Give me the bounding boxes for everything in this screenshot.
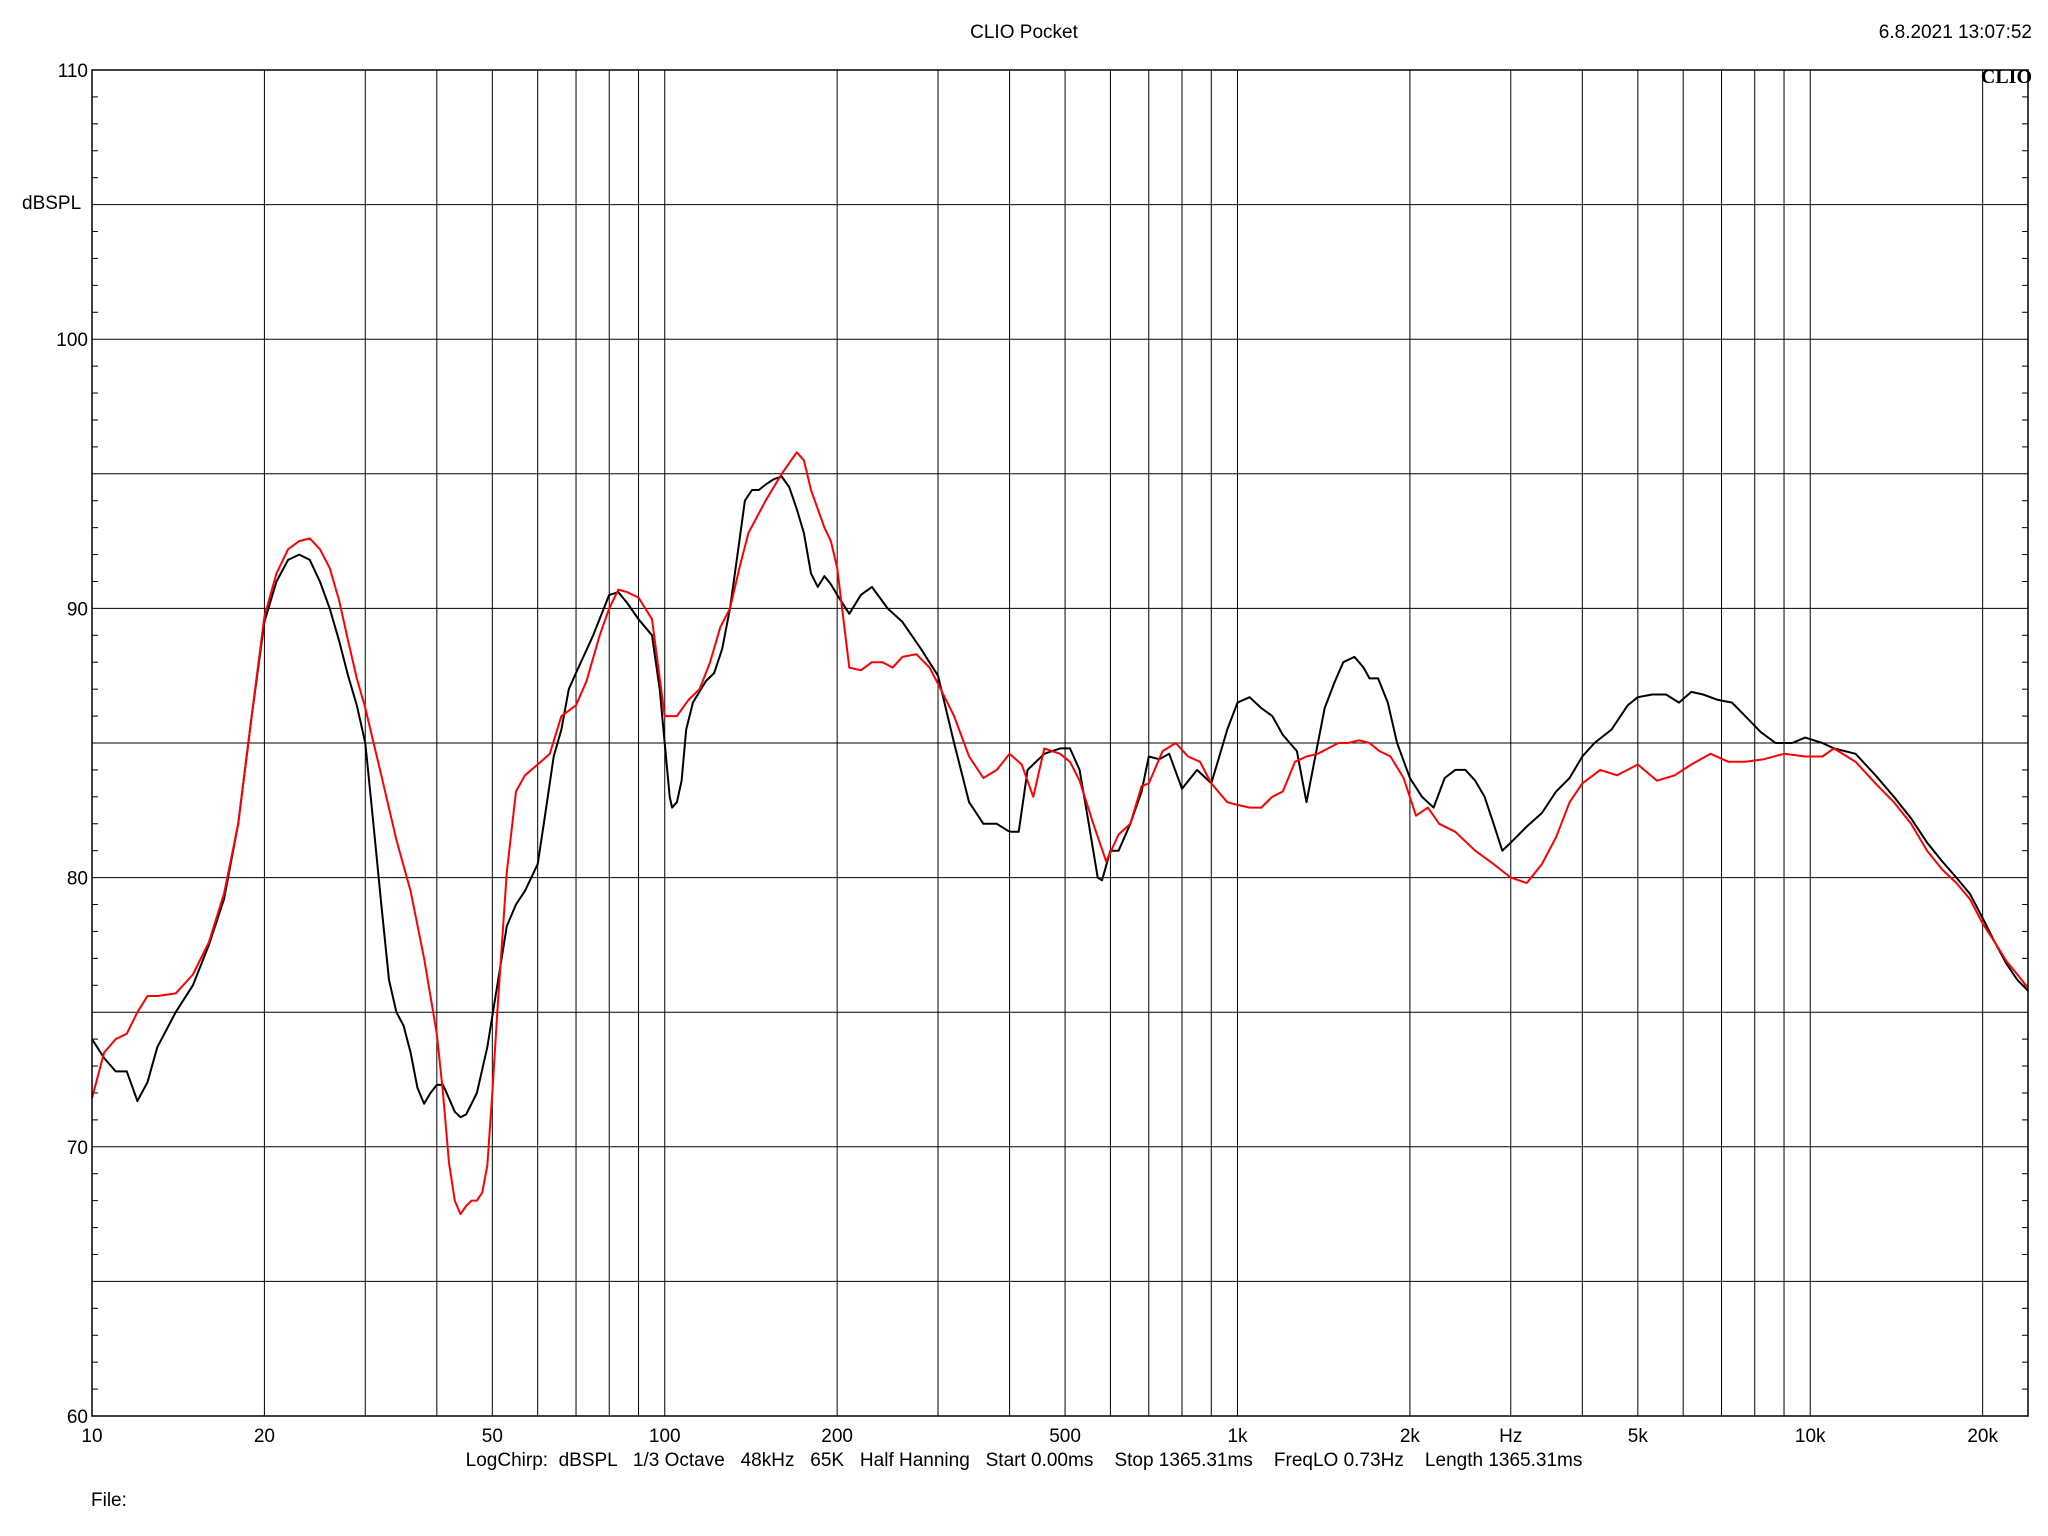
y-tick-label: 60 [67,1407,88,1428]
y-tick-label: 100 [56,330,88,351]
y-tick-label: 90 [67,599,88,620]
x-tick-label: 20k [1967,1426,1998,1447]
y-tick-label: 110 [58,61,88,82]
grid [92,70,2028,1416]
x-tick-label: 5k [1628,1426,1649,1447]
series-line-black [91,475,2029,1119]
x-tick-label: 50 [482,1426,503,1447]
file-label: File: [91,1490,127,1511]
x-tick-label: 10k [1795,1426,1826,1447]
x-tick-label: 20 [254,1426,275,1447]
tick-labels: 10 20 50 100 200 500 1k 2k Hz 5k 10k 20k 60 70 80 90 100… [56,61,1998,1447]
x-tick-label: 100 [649,1426,681,1447]
x-tick-label: 500 [1049,1426,1081,1447]
x-tick-label: 200 [821,1426,853,1447]
series-layer [91,451,2029,1216]
chart-title: CLIO Pocket [970,22,1078,43]
timestamp: 6.8.2021 13:07:52 [1878,22,2032,43]
y-axis-label: dBSPL [22,193,82,214]
x-tick-label: 10 [81,1426,102,1447]
series-line-red [91,451,2029,1216]
measurement-parameters: LogChirp: dBSPL 1/3 Octave 48kHz 65K Hal… [465,1450,1583,1471]
brand-logo: CLIO [1980,66,2032,88]
y-tick-label: 70 [67,1138,88,1159]
x-tick-label: Hz [1499,1426,1522,1447]
plot-frame [91,69,2029,1417]
x-tick-label: 2k [1400,1426,1421,1447]
y-tick-label: 80 [67,869,88,890]
x-tick-label: 1k [1227,1426,1248,1447]
